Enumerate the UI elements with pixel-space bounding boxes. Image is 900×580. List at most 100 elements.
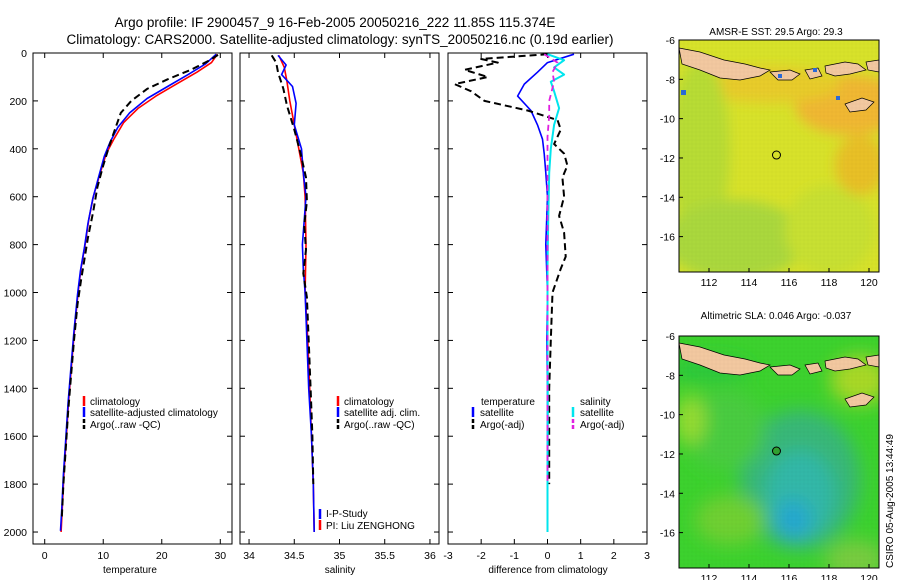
temperature-xlabel: temperature (103, 565, 157, 576)
temperature-series-argo-raw-qc- (60, 54, 219, 521)
legend-label-satellite-adj: satellite adj. clim. (344, 408, 420, 419)
sla-lon-label: 112 (701, 573, 718, 580)
sla-lon-label: 114 (741, 573, 758, 580)
depth-tick-label: 0 (21, 48, 27, 60)
sst-lon-label: 116 (781, 277, 798, 289)
difference-xtick-label: 0 (545, 550, 551, 562)
sla-lon-label: 118 (821, 573, 838, 580)
legend-label-argo: Argo(..raw -QC) (344, 420, 415, 431)
sst-lat-label: -8 (666, 74, 675, 86)
salinity-xtick-label: 36 (424, 550, 436, 562)
sst-map: AMSR-E SST: 29.5 Argo: 29.3 (660, 27, 880, 289)
sst-field (679, 40, 879, 272)
sla-argo-marker (771, 446, 781, 456)
legend-title-temperature: temperature (481, 397, 535, 408)
depth-tick-label: 1400 (4, 383, 28, 395)
temperature-xtick-label: 10 (97, 550, 109, 562)
depth-tick-label: 200 (9, 96, 27, 108)
sla-lat-label: -8 (666, 370, 675, 382)
legend-label-climatology: climatology (90, 397, 140, 408)
depth-tick-label: 400 (9, 144, 27, 156)
sla-lat-label: -10 (660, 410, 675, 422)
depth-tick-label: 1000 (4, 288, 28, 300)
difference-xtick-label: 3 (644, 550, 650, 562)
salinity-xlabel: salinity (325, 565, 356, 576)
salinity-panel: 34 34.5 35 35.5 36 salinity climatology sate… (239, 52, 440, 576)
temperature-legend: climatology satellite-adjusted climatolo… (82, 396, 218, 431)
depth-tick-label: 600 (9, 192, 27, 204)
depth-tick-label: 1200 (4, 335, 28, 347)
sla-map-axes: 112 114 116 118 120 -6 -8 -10 -12 -14 -16 (660, 331, 878, 580)
sst-lat-label: -10 (660, 114, 675, 126)
difference-series-temperature-argo-adj- (453, 53, 569, 485)
credit-stamp: CSIRO 05-Aug-2005 13:44:49 (885, 434, 896, 568)
figure-title-line1: Argo profile: IF 2900457_9 16-Feb-2005 2… (115, 15, 556, 30)
difference-series-salinity-argo-adj- (543, 53, 559, 485)
difference-axes: -3 -2 -1 0 1 2 3 (443, 52, 650, 562)
sla-lat-label: -16 (660, 528, 675, 540)
difference-legend: temperature salinity satellite Argo(-adj… (471, 397, 624, 431)
sla-map-title: Altimetric SLA: 0.046 Argo: -0.037 (701, 311, 852, 322)
sla-lat-label: -14 (660, 488, 675, 500)
sst-lon-label: 120 (860, 277, 878, 289)
sla-lat-label: -12 (660, 449, 675, 461)
difference-xtick-label: 2 (611, 550, 617, 562)
salinity-xtick-label: 34.5 (284, 550, 305, 562)
pi-annotation: I-P-Study PI: Liu ZENGHONG (318, 509, 415, 532)
sla-lon-label: 116 (781, 573, 798, 580)
depth-tick-label: 1800 (4, 479, 28, 491)
temperature-plot-frame (32, 52, 233, 545)
sst-lat-label: -12 (660, 153, 675, 165)
sst-lat-label: -16 (660, 232, 675, 244)
annotation-project: I-P-Study (326, 509, 368, 520)
temperature-axes: 0 10 20 30 0 200 400 600 800 1000 1200 1400 1600 1800… (4, 48, 232, 562)
legend-label-sal-argo: Argo(-adj) (580, 420, 624, 431)
difference-xtick-label: -3 (443, 550, 452, 562)
difference-series (453, 53, 575, 532)
sla-field (679, 336, 879, 568)
sla-lat-label: -6 (666, 331, 675, 343)
salinity-xtick-label: 35.5 (375, 550, 396, 562)
difference-xtick-label: 1 (578, 550, 584, 562)
sst-map-frame (678, 39, 880, 273)
legend-label-sal-satellite: satellite (580, 408, 614, 419)
difference-xtick-label: -1 (510, 550, 519, 562)
sst-lat-label: -6 (666, 35, 675, 47)
temperature-xtick-label: 30 (214, 550, 226, 562)
salinity-axes: 34 34.5 35 35.5 36 (240, 52, 439, 562)
sst-lon-label: 112 (701, 277, 718, 289)
salinity-xtick-label: 35 (334, 550, 346, 562)
temperature-series (59, 53, 219, 533)
figure-title-line2: Climatology: CARS2000. Satellite-adjuste… (66, 32, 613, 47)
temperature-panel: 0 10 20 30 0 200 400 600 800 1000 1200 1400 1600 1800… (4, 48, 233, 576)
legend-title-salinity: salinity (580, 397, 611, 408)
depth-tick-label: 2000 (4, 527, 28, 539)
annotation-pi: PI: Liu ZENGHONG (326, 521, 415, 532)
depth-tick-label: 800 (9, 240, 27, 252)
sla-lon-label: 120 (860, 573, 878, 580)
temperature-xtick-label: 0 (42, 550, 48, 562)
sla-map-frame (678, 335, 880, 569)
salinity-xtick-label: 34 (243, 550, 255, 562)
difference-xtick-label: -2 (476, 550, 485, 562)
sst-lon-label: 118 (821, 277, 838, 289)
legend-label-climatology: climatology (344, 397, 394, 408)
sst-argo-marker (771, 150, 781, 160)
legend-label-temp-satellite: satellite (480, 408, 514, 419)
salinity-plot-frame (239, 52, 440, 545)
salinity-legend: climatology satellite adj. clim. Argo(..… (336, 396, 420, 431)
difference-panel: -3 -2 -1 0 1 2 3 difference from climatology t… (443, 52, 650, 576)
difference-xlabel: difference from climatology (488, 565, 607, 576)
legend-label-temp-argo: Argo(-adj) (480, 420, 524, 431)
sla-map: Altimetric SLA: 0.046 Argo: -0.037 (660, 311, 880, 580)
sst-map-axes: 112 114 116 118 120 -6 -8 -10 -12 -14 -16 (660, 35, 878, 289)
temperature-series-satellite-adjusted-climatology (59, 53, 217, 531)
depth-tick-label: 1600 (4, 431, 28, 443)
sst-map-title: AMSR-E SST: 29.5 Argo: 29.3 (709, 27, 843, 38)
sst-lon-label: 114 (741, 277, 758, 289)
legend-label-satellite-adjusted: satellite-adjusted climatology (90, 408, 218, 419)
legend-label-argo: Argo(..raw -QC) (90, 420, 161, 431)
temperature-xtick-label: 20 (156, 550, 168, 562)
sst-lat-label: -14 (660, 192, 675, 204)
